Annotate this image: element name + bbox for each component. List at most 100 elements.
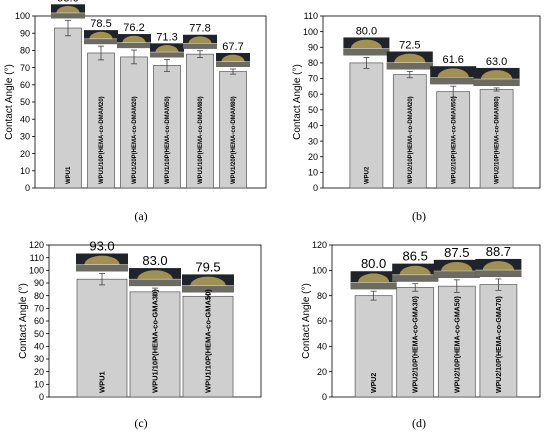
photo-substrate	[350, 282, 397, 290]
value-label: 88.7	[486, 244, 511, 259]
panel-d-chart: 0 20 40 60 80 100 120 Contact Angle (°) 80.0 WPU2…	[301, 240, 541, 402]
bar	[120, 56, 148, 189]
value-label: 72.5	[399, 40, 420, 52]
y-tick-label: 100	[15, 11, 30, 21]
photo-substrate	[433, 270, 480, 278]
category-label: WPU2/10P(HEMA-co-DMAM80)	[495, 96, 501, 184]
category-label: WPU1/20P(HEMA-co-DMAM80)	[231, 96, 237, 184]
y-tick-label: 90	[308, 42, 318, 52]
y-tick-label: 40	[308, 121, 318, 131]
droplet-shape	[155, 45, 179, 53]
category-label: WPU1/20P(HEMA-co-DMAM20)	[132, 96, 138, 184]
bar	[479, 89, 514, 189]
y-tick-label: 0	[25, 183, 30, 193]
y-axis-label: Contact Angle (°)	[301, 283, 312, 359]
value-label: 79.5	[195, 259, 220, 274]
photo-substrate	[182, 285, 234, 293]
droplet-photo	[84, 30, 118, 45]
panel-d-label: (d)	[412, 416, 426, 430]
droplet-photo	[51, 4, 85, 19]
panel-c-label: (c)	[134, 416, 147, 430]
y-tick-label: 80	[34, 291, 44, 301]
photo-substrate	[475, 270, 522, 277]
photo-substrate	[51, 12, 85, 19]
value-label: 78.5	[90, 18, 111, 30]
y-tick-label: 50	[34, 329, 44, 339]
y-tick-label: 120	[312, 240, 327, 250]
panel-a-chart: 0 10 20 30 40 50 60 70 80 90 100 Contact Angle (°) 9…	[4, 0, 267, 193]
droplet-photo	[150, 43, 184, 58]
y-tick-label: 10	[20, 166, 30, 176]
category-label: WPU2	[365, 166, 371, 184]
panel-b-chart: 0 10 20 30 40 50 60 70 80 90 100 110 Contact Angle (…	[292, 11, 541, 193]
photo-substrate	[430, 77, 477, 85]
y-tick-label: 40	[20, 114, 30, 124]
y-tick-label: 110	[30, 253, 44, 263]
y-tick-label: 90	[20, 28, 30, 38]
y-tick-label: 0	[313, 183, 318, 193]
photo-substrate	[473, 79, 520, 86]
plot-frame	[322, 15, 541, 189]
y-tick-label: 60	[317, 316, 327, 326]
y-tick-label: 120	[29, 240, 44, 250]
y-tick-label: 70	[34, 304, 44, 314]
y-tick-label: 80	[308, 58, 318, 68]
category-label: WPU2/10P(HEMA-co-GMA50)	[454, 296, 461, 393]
category-label: WPU1/10P(HEMA-co-GMA50)	[204, 289, 213, 393]
droplet-shape	[437, 68, 469, 78]
droplet-shape	[357, 273, 390, 283]
photo-substrate	[129, 279, 181, 287]
y-axis-label: Contact Angle (°)	[4, 64, 15, 140]
y-tick-label: 0	[39, 392, 44, 402]
y-tick-label: 30	[20, 132, 30, 142]
bar	[76, 278, 128, 398]
photo-substrate	[76, 264, 128, 272]
category-label: WPU1/10P(HEMA-co-DMAM50)	[165, 96, 171, 184]
droplet-shape	[84, 255, 120, 265]
droplet-shape	[350, 39, 383, 49]
droplet-photo	[182, 274, 234, 293]
droplet-shape	[137, 270, 173, 280]
value-label: 77.8	[189, 23, 210, 35]
y-tick-label: 100	[29, 266, 44, 276]
droplet-photo	[129, 268, 181, 287]
y-tick-label: 70	[20, 63, 30, 73]
droplet-photo	[183, 34, 217, 49]
y-tick-label: 70	[308, 74, 318, 84]
droplet-photo	[433, 259, 480, 278]
y-tick-label: 20	[34, 367, 44, 377]
category-label: WPU1	[98, 371, 107, 393]
y-tick-label: 20	[308, 152, 318, 162]
bar	[436, 91, 471, 189]
bar	[437, 285, 476, 398]
droplet-photo	[475, 258, 522, 277]
value-label: 86.5	[403, 249, 428, 264]
panel-c-chart: 0 10 20 30 40 50 60 70 80 90 100 110 120 Contact Angl…	[18, 239, 262, 402]
value-label: 80.0	[361, 256, 386, 271]
category-label: WPU2	[371, 373, 378, 393]
value-label: 67.7	[222, 41, 243, 53]
droplet-shape	[188, 36, 212, 44]
category-label: WPU2/10P(HEMA-co-DMAM20)	[408, 96, 414, 184]
droplet-shape	[480, 70, 513, 80]
droplet-photo	[392, 263, 439, 282]
value-label: 87.5	[444, 245, 469, 260]
y-tick-label: 50	[20, 97, 30, 107]
photo-substrate	[84, 38, 118, 45]
y-tick-label: 30	[34, 354, 44, 364]
y-tick-label: 80	[20, 46, 30, 56]
category-label: WPU2/10P(HEMA-co-GMA70)	[496, 296, 503, 393]
droplet-shape	[56, 5, 80, 13]
category-label: WPU1/10P(HEMA-co-DMAM80)	[198, 96, 204, 184]
category-label: WPU1/10P(HEMA-co-GMA30)	[151, 289, 160, 393]
droplet-shape	[221, 54, 245, 62]
droplet-photo	[216, 52, 250, 67]
photo-substrate	[392, 274, 439, 282]
droplet-shape	[441, 261, 473, 271]
bar	[479, 284, 518, 398]
photo-substrate	[117, 42, 151, 49]
y-tick-label: 60	[34, 316, 44, 326]
droplet-shape	[394, 53, 426, 63]
